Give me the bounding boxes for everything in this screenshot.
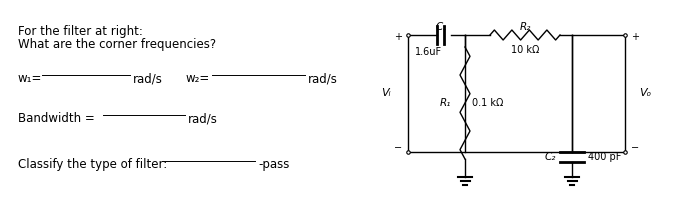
Text: -pass: -pass bbox=[258, 158, 289, 171]
Text: −: − bbox=[631, 143, 639, 153]
Text: w₁=: w₁= bbox=[18, 72, 43, 85]
Text: Vₒ: Vₒ bbox=[639, 89, 651, 99]
Text: rad/s: rad/s bbox=[188, 112, 218, 125]
Text: C₂: C₂ bbox=[544, 152, 556, 162]
Text: R₁: R₁ bbox=[439, 98, 451, 108]
Text: +: + bbox=[631, 32, 639, 42]
Text: Bandwidth =: Bandwidth = bbox=[18, 112, 95, 125]
Text: +: + bbox=[394, 32, 402, 42]
Text: R₂: R₂ bbox=[519, 22, 531, 32]
Text: For the filter at right:: For the filter at right: bbox=[18, 25, 143, 38]
Text: 0.1 kΩ: 0.1 kΩ bbox=[472, 98, 504, 108]
Text: What are the corner frequencies?: What are the corner frequencies? bbox=[18, 38, 216, 51]
Text: w₂=: w₂= bbox=[185, 72, 209, 85]
Text: −: − bbox=[394, 143, 402, 153]
Text: C₁: C₁ bbox=[435, 22, 447, 32]
Text: Vᵢ: Vᵢ bbox=[381, 89, 391, 99]
Text: rad/s: rad/s bbox=[133, 72, 163, 85]
Text: rad/s: rad/s bbox=[308, 72, 338, 85]
Text: Classify the type of filter:: Classify the type of filter: bbox=[18, 158, 167, 171]
Text: 1.6uF: 1.6uF bbox=[416, 47, 443, 57]
Text: 400 pF: 400 pF bbox=[588, 152, 621, 162]
Text: 10 kΩ: 10 kΩ bbox=[511, 45, 539, 55]
